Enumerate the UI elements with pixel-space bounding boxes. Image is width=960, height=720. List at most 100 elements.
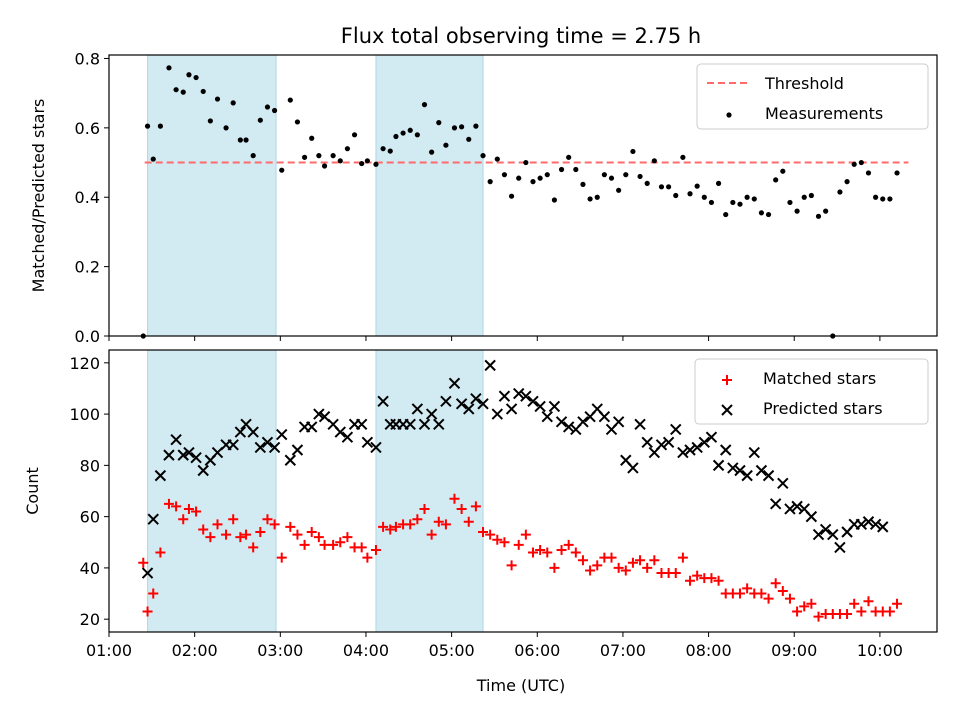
data-point: [440, 519, 451, 530]
axes-frame: [108, 349, 938, 633]
data-point: [494, 156, 500, 162]
data-point: [301, 154, 308, 160]
data-point: [580, 181, 586, 187]
data-point: [865, 170, 872, 176]
legend-predicted-swatch: [721, 404, 733, 416]
data-point: [313, 408, 325, 420]
data-point: [197, 464, 209, 477]
data-point: [387, 148, 393, 154]
axes-frame: [108, 54, 938, 337]
data-point: [758, 210, 765, 216]
data-point: [498, 390, 511, 402]
shaded-region: [375, 54, 484, 337]
data-point: [887, 196, 893, 202]
data-point: [708, 199, 715, 206]
data-point: [440, 395, 452, 407]
data-point: [171, 501, 182, 512]
data-point: [405, 519, 416, 530]
data-point: [335, 537, 346, 548]
data-point: [254, 441, 267, 454]
data-point: [255, 527, 266, 538]
series-measurements: [140, 65, 900, 339]
data-point: [808, 192, 814, 199]
data-point: [884, 606, 895, 617]
data-point: [436, 120, 442, 126]
data-point: [694, 183, 700, 189]
shaded-region: [147, 54, 277, 337]
data-point: [555, 416, 568, 428]
data-point: [237, 137, 243, 143]
data-point: [534, 400, 546, 413]
data-point: [276, 428, 288, 441]
data-point: [805, 510, 818, 523]
y-tick-label: 20: [80, 610, 100, 629]
data-point: [334, 426, 346, 438]
data-point: [451, 125, 458, 131]
x-tick-label: 04:00: [343, 641, 389, 660]
data-point: [291, 444, 304, 456]
data-point: [727, 462, 739, 474]
data-point: [856, 606, 867, 617]
series-predicted-stars: [141, 359, 889, 579]
data-point: [741, 469, 753, 482]
data-point: [815, 213, 822, 219]
y-axis-label: Matched/Predicted stars: [29, 99, 48, 293]
data-point: [823, 208, 829, 214]
data-point: [520, 390, 532, 402]
data-point: [692, 570, 703, 581]
shaded-region: [147, 349, 277, 633]
data-point: [433, 418, 445, 431]
data-point: [154, 469, 167, 482]
data-point: [163, 449, 175, 461]
data-point: [276, 552, 287, 563]
data-point: [598, 410, 611, 423]
data-point: [556, 544, 567, 555]
data-point: [730, 199, 736, 206]
data-point: [378, 521, 389, 532]
data-point: [737, 201, 743, 207]
data-point: [748, 446, 760, 459]
data-point: [407, 127, 413, 133]
y-axis-label: Count: [23, 467, 42, 515]
data-point: [316, 153, 322, 159]
data-point: [734, 464, 746, 477]
data-point: [691, 441, 703, 454]
legend-label: Threshold: [764, 74, 844, 93]
data-point: [842, 609, 853, 620]
data-point: [634, 418, 646, 431]
data-point: [248, 542, 259, 553]
data-point: [150, 156, 156, 162]
data-point: [268, 441, 281, 454]
data-point: [535, 544, 546, 555]
data-point: [869, 518, 882, 531]
data-point: [744, 194, 750, 200]
data-point: [404, 418, 416, 431]
data-point: [516, 175, 522, 181]
data-point: [551, 197, 558, 203]
data-point: [221, 529, 232, 540]
data-point: [292, 529, 303, 540]
data-point: [548, 400, 561, 413]
x-axis-label: Time (UTC): [476, 676, 565, 695]
data-point: [863, 596, 874, 607]
data-point: [142, 606, 153, 617]
data-point: [542, 547, 553, 558]
data-point: [742, 583, 753, 594]
data-point: [477, 398, 489, 410]
data-point: [513, 539, 524, 550]
data-point: [780, 168, 786, 174]
data-point: [361, 436, 374, 448]
data-point: [801, 194, 807, 200]
data-point: [207, 118, 213, 124]
data-point: [642, 562, 653, 573]
data-point: [606, 552, 617, 563]
data-point: [773, 177, 779, 183]
data-point: [563, 539, 574, 550]
data-point: [473, 123, 479, 129]
data-point: [328, 539, 339, 550]
data-point: [849, 598, 860, 609]
panels: 0.0 0.2 0.4 0.6 0.8 Matched/Predicted stars Th…: [23, 49, 938, 660]
data-point: [713, 575, 724, 586]
legend: Matched stars Predicted stars: [694, 358, 929, 425]
